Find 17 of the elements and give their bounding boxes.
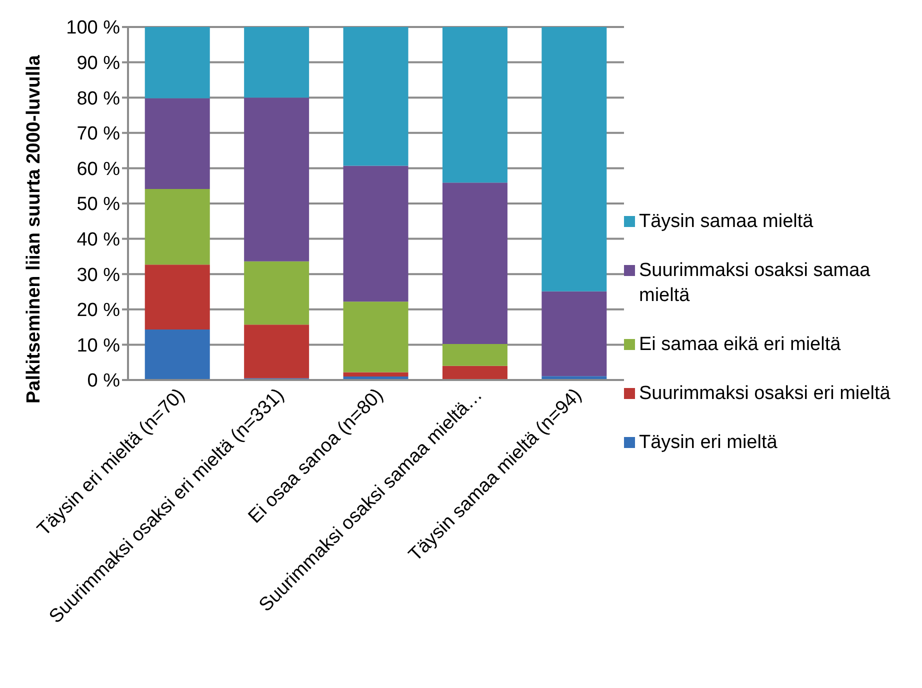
y-tick-label: 30 %: [76, 264, 120, 286]
y-tick-label: 0 %: [87, 370, 120, 392]
y-tick-label: 20 %: [76, 300, 120, 322]
legend-label: Täysin samaa mieltä: [639, 210, 814, 234]
y-tick-label: 50 %: [76, 194, 120, 216]
y-tick-label: 100 %: [66, 18, 120, 39]
legend-label: Suurimmaksi osaksi samaa mieltä: [639, 259, 872, 308]
y-tick-label: 80 %: [76, 88, 120, 110]
legend-label: Ei samaa eikä eri mieltä: [639, 333, 841, 357]
y-axis-title: Palkitseminen liian suurta 2000-luvulla: [24, 54, 45, 404]
legend-label: Suurimmaksi osaksi eri mieltä: [639, 382, 890, 406]
y-tick-label: 40 %: [76, 230, 120, 251]
y-tick-label: 90 %: [76, 53, 120, 74]
y-tick-label: 70 %: [76, 124, 120, 145]
y-tick-label: 10 %: [76, 335, 120, 356]
y-tick-label: 60 %: [76, 158, 120, 180]
legend-label: Täysin eri mieltä: [639, 431, 778, 455]
